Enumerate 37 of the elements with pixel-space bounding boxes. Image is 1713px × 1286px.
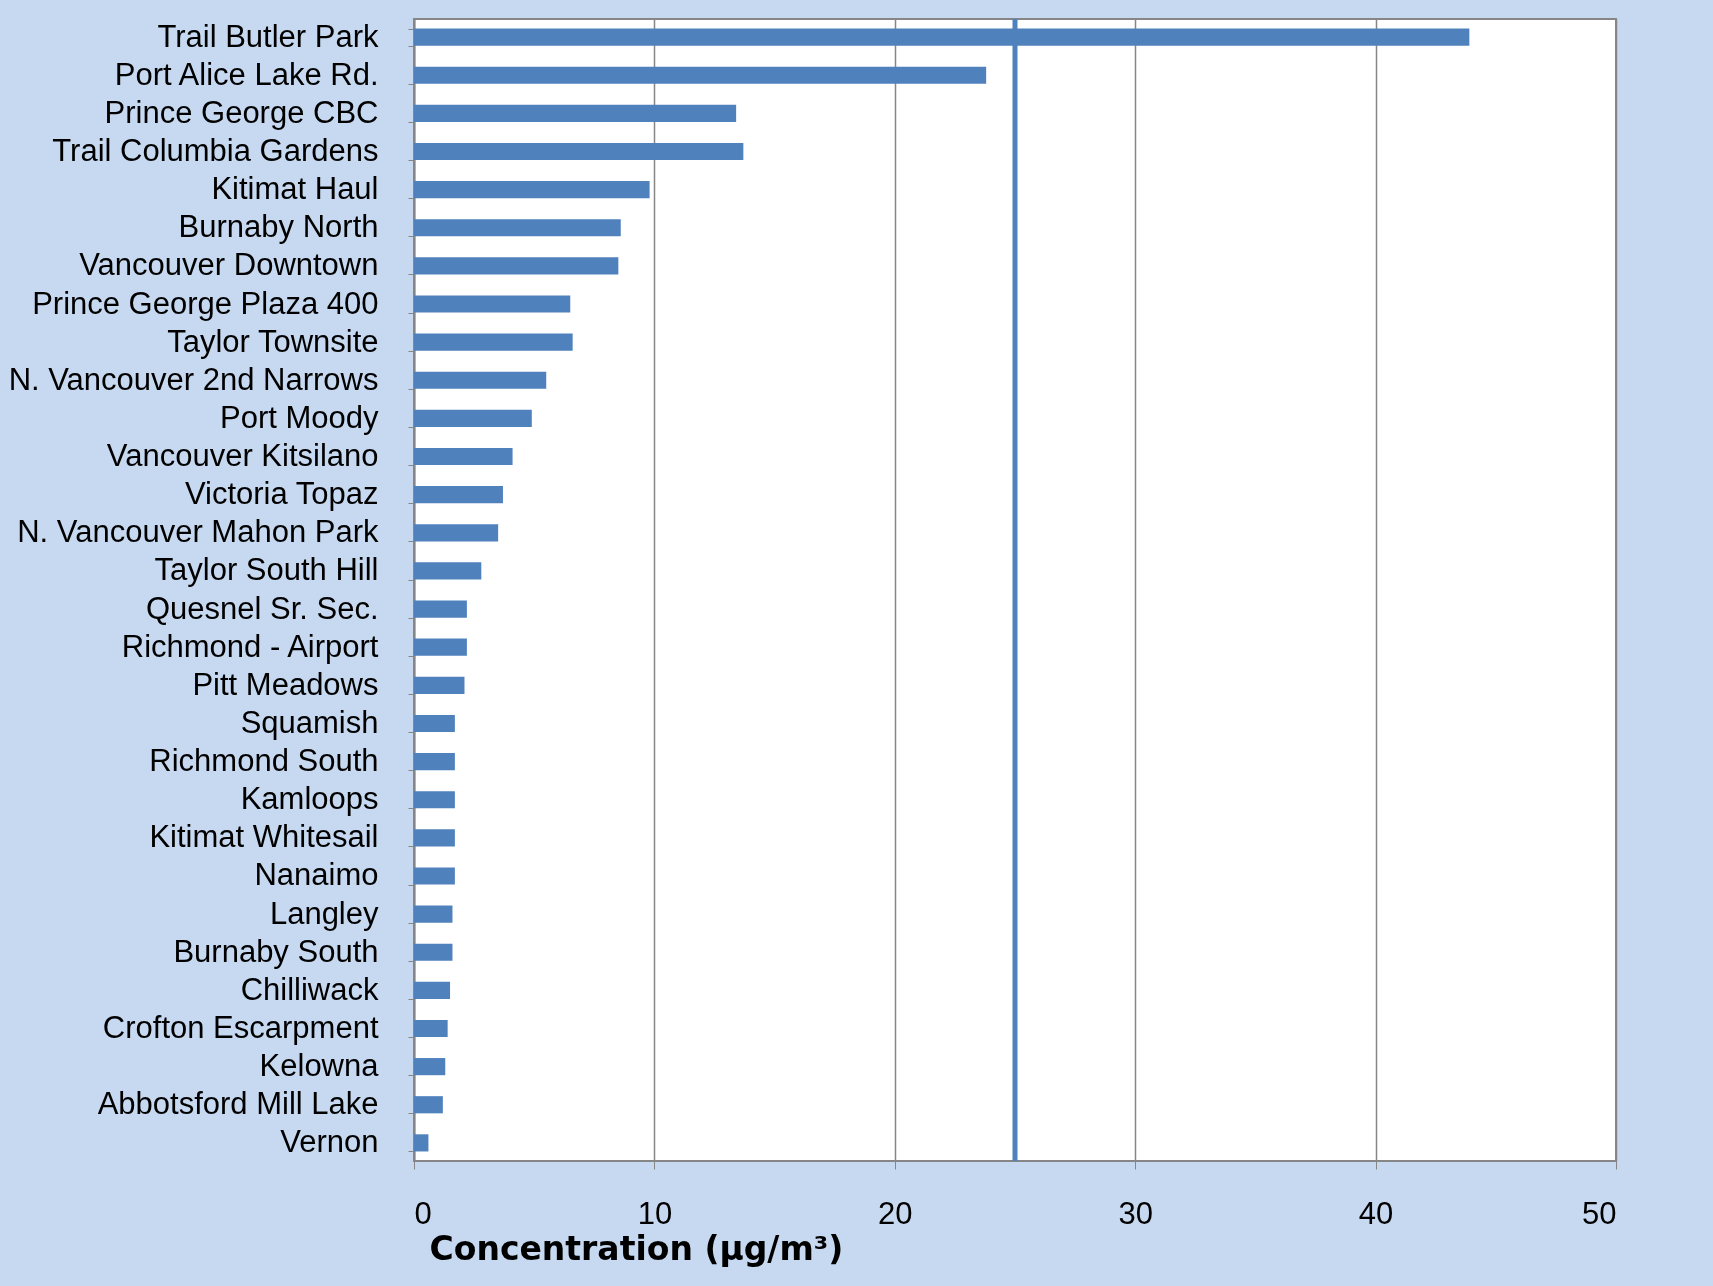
y-tick-label: Vancouver Downtown — [79, 247, 379, 283]
y-tick-label: Richmond South — [149, 743, 379, 779]
x-tick-label: 0 — [414, 1195, 432, 1231]
y-tick-label: Crofton Escarpment — [102, 1010, 379, 1045]
y-tick-label: Victoria Topaz — [184, 476, 379, 512]
x-axis-title: Concentration (µg/m³) — [429, 1228, 844, 1268]
y-tick-label: Burnaby South — [173, 933, 379, 969]
y-tick-label: Kitimat Haul — [211, 171, 379, 207]
y-tick-label: Kitimat Whitesail — [149, 819, 379, 855]
x-tick-label: 40 — [1358, 1195, 1394, 1231]
x-tick-label: 50 — [1582, 1195, 1617, 1231]
y-tick-label: Burnaby North — [178, 209, 379, 245]
y-tick-label: Trail Butler Park — [157, 18, 379, 54]
y-tick-label: Abbotsford Mill Lake — [97, 1086, 379, 1122]
y-tick-label: N. Vancouver 2nd Narrows — [8, 361, 379, 397]
y-tick-label: Taylor Townsite — [167, 323, 379, 359]
y-tick-label: Chilliwack — [240, 971, 379, 1007]
y-tick-label: Port Alice Lake Rd. — [114, 56, 379, 92]
y-tick-label: Langley — [269, 895, 379, 931]
y-tick-label: Port Moody — [219, 399, 379, 435]
y-tick-label: Richmond - Airport — [121, 628, 379, 664]
x-tick-label: 30 — [1118, 1195, 1153, 1231]
y-tick-label: N. Vancouver Mahon Park — [17, 514, 379, 550]
y-tick-label: Prince George Plaza 400 — [32, 285, 379, 321]
x-tick-label: 20 — [878, 1195, 913, 1231]
y-tick-label: Vancouver Kitsilano — [106, 438, 379, 474]
y-tick-label: Prince George CBC — [104, 94, 379, 130]
y-tick-label: Vernon — [280, 1124, 379, 1160]
y-tick-label: Squamish — [240, 704, 379, 740]
y-tick-label: Pitt Meadows — [192, 666, 379, 702]
y-tick-label: Kamloops — [240, 781, 379, 817]
y-tick-label: Kelowna — [259, 1048, 380, 1084]
y-tick-label: Quesnel Sr. Sec. — [145, 590, 379, 626]
y-tick-label: Taylor South Hill — [154, 552, 379, 588]
y-tick-label: Nanaimo — [254, 857, 379, 893]
y-tick-label: Trail Columbia Gardens — [52, 133, 379, 168]
x-tick-label: 10 — [637, 1195, 673, 1231]
